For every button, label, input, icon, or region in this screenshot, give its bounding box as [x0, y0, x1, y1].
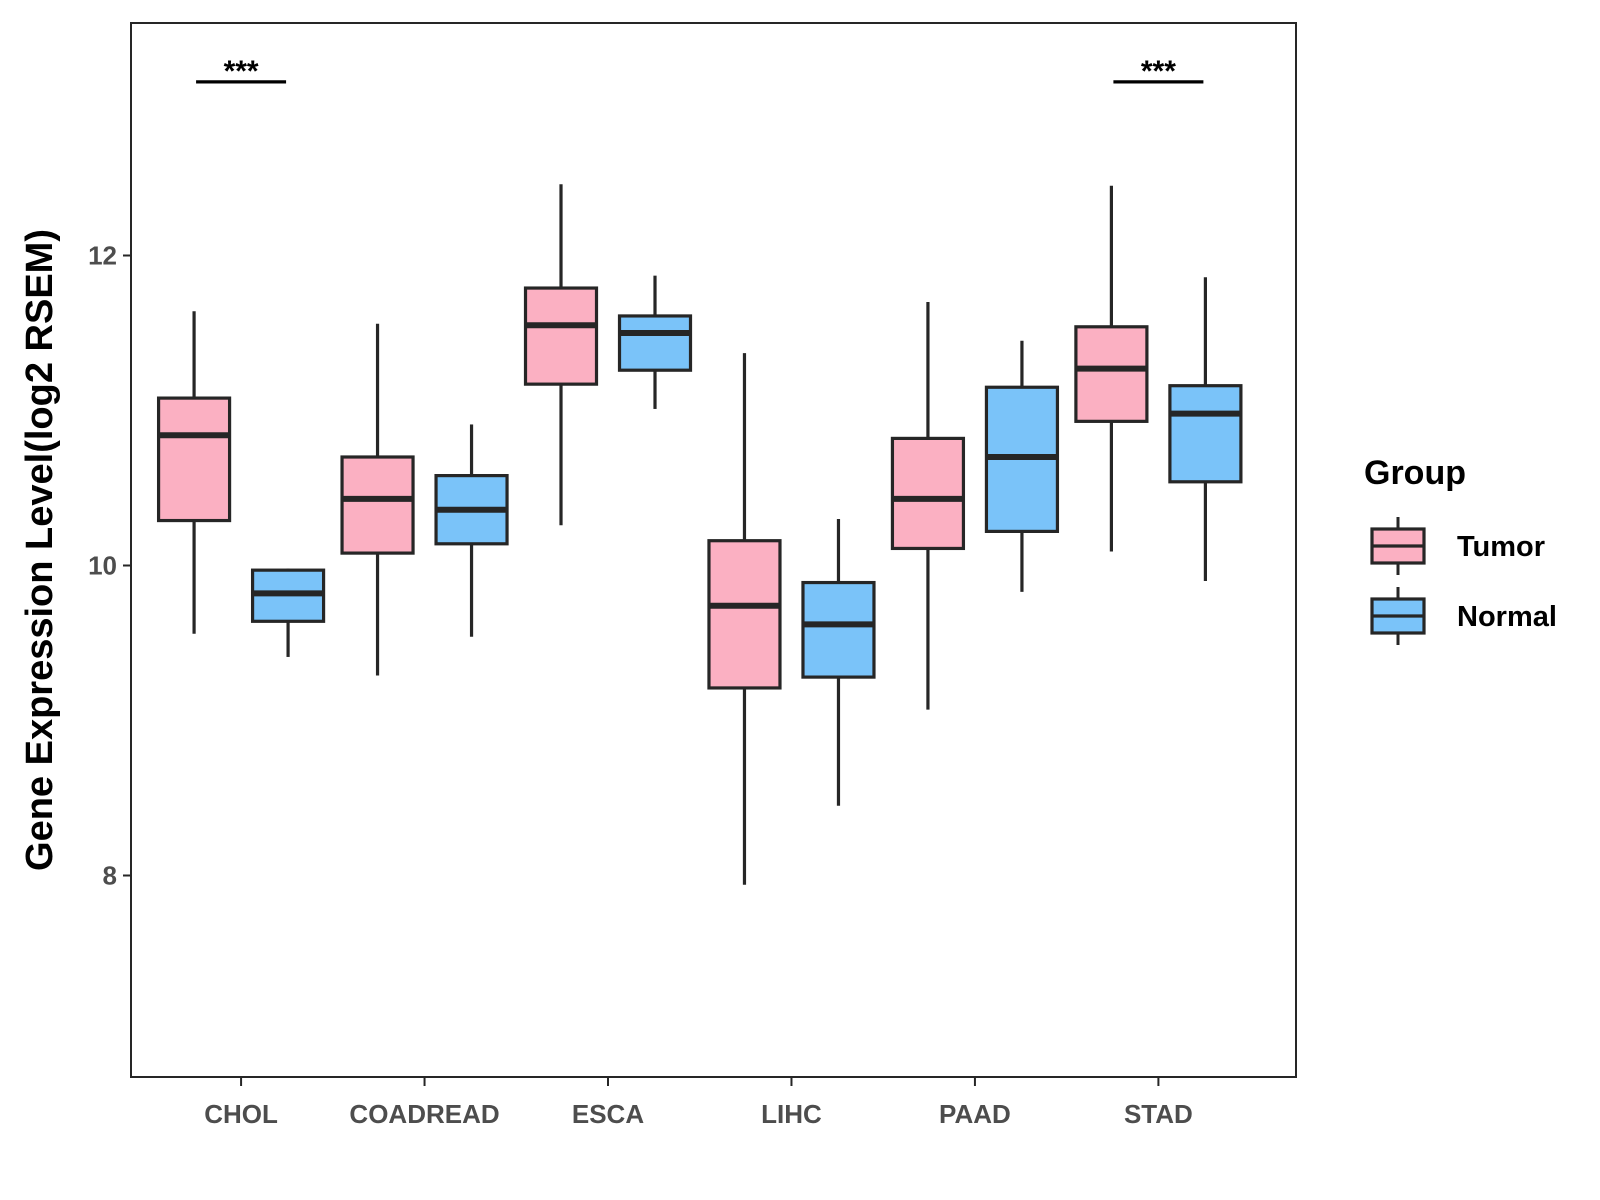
legend-label: Tumor [1457, 531, 1545, 563]
y-tick-label: 10 [88, 551, 117, 581]
x-tick-label: STAD [1124, 1099, 1193, 1129]
box-normal-coadread [434, 424, 509, 637]
box-normal-chol [250, 568, 326, 657]
x-tick-label: CHOL [204, 1099, 278, 1129]
legend-title: Group [1364, 454, 1466, 492]
legend-item-normal: Normal [1370, 587, 1557, 645]
significance-label: *** [1141, 55, 1176, 88]
legend: Group Tumor Normal [1364, 454, 1557, 645]
x-tick-label: LIHC [761, 1099, 822, 1129]
box-normal-lihc [801, 519, 876, 806]
box-normal-esca [617, 275, 693, 409]
iqr-box [523, 286, 599, 386]
iqr-box [1074, 325, 1149, 423]
box-series [156, 184, 1243, 885]
x-tick-label: PAAD [939, 1099, 1011, 1129]
iqr-box [707, 539, 782, 690]
y-tick-label: 12 [88, 241, 117, 271]
significance-annotations: *** *** [196, 55, 1204, 88]
box-tumor-stad [1074, 185, 1149, 552]
box-tumor-chol [156, 311, 232, 634]
iqr-box [156, 396, 232, 523]
x-axis: CHOL COADREAD ESCA LIHC PAAD STAD [204, 1077, 1193, 1129]
y-axis-title: Gene Expression Level(log2 RSEM) [19, 229, 61, 871]
legend-item-tumor: Tumor [1370, 517, 1545, 575]
legend-label: Normal [1457, 601, 1557, 633]
box-normal-stad [1168, 277, 1243, 581]
x-tick-label: COADREAD [349, 1099, 499, 1129]
significance-label: *** [224, 55, 259, 88]
iqr-box [890, 436, 966, 551]
x-tick-label: ESCA [572, 1099, 644, 1129]
iqr-box [617, 314, 693, 372]
y-axis: 8 10 12 [88, 241, 131, 891]
box-tumor-paad [890, 302, 966, 710]
box-normal-paad [984, 340, 1060, 592]
iqr-box [1168, 384, 1243, 484]
box-tumor-lihc [707, 353, 782, 885]
iqr-box [801, 580, 876, 679]
box-tumor-esca [523, 184, 599, 526]
y-tick-label: 8 [103, 861, 117, 891]
iqr-box [340, 455, 415, 555]
box-tumor-coadread [340, 323, 415, 676]
